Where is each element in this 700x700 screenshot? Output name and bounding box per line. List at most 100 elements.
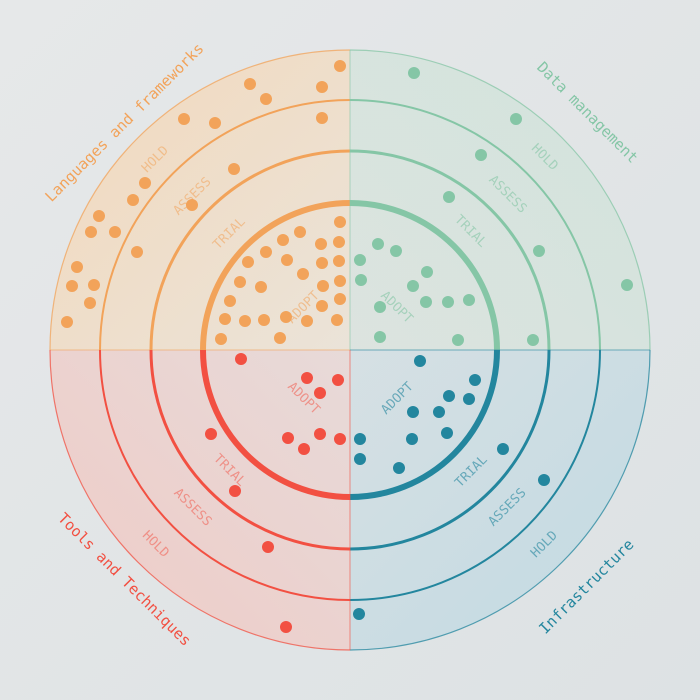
blip-languages[interactable] bbox=[297, 268, 309, 280]
blip-languages[interactable] bbox=[333, 255, 345, 267]
blip-languages[interactable] bbox=[317, 280, 329, 292]
blip-data[interactable] bbox=[443, 191, 455, 203]
blip-data[interactable] bbox=[533, 245, 545, 257]
blip-infrastructure[interactable] bbox=[393, 462, 405, 474]
blip-data[interactable] bbox=[390, 245, 402, 257]
quadrant-bg-infrastructure bbox=[350, 350, 650, 650]
blip-languages[interactable] bbox=[316, 81, 328, 93]
blip-infrastructure[interactable] bbox=[414, 355, 426, 367]
blip-languages[interactable] bbox=[255, 281, 267, 293]
blip-infrastructure[interactable] bbox=[354, 433, 366, 445]
blip-tools[interactable] bbox=[301, 372, 313, 384]
blip-languages[interactable] bbox=[244, 78, 256, 90]
blip-infrastructure[interactable] bbox=[406, 433, 418, 445]
blip-data[interactable] bbox=[527, 334, 539, 346]
blips-data bbox=[354, 67, 633, 346]
ring-arc-assess-tools bbox=[99, 349, 351, 601]
blip-languages[interactable] bbox=[260, 93, 272, 105]
ring-arc-hold-infrastructure bbox=[349, 349, 651, 651]
blip-languages[interactable] bbox=[334, 275, 346, 287]
blip-languages[interactable] bbox=[139, 177, 151, 189]
blip-languages[interactable] bbox=[316, 257, 328, 269]
blip-languages[interactable] bbox=[334, 216, 346, 228]
blip-languages[interactable] bbox=[84, 297, 96, 309]
blip-languages[interactable] bbox=[186, 199, 198, 211]
blip-tools[interactable] bbox=[334, 433, 346, 445]
blip-languages[interactable] bbox=[178, 113, 190, 125]
blip-data[interactable] bbox=[442, 296, 454, 308]
blip-languages[interactable] bbox=[334, 293, 346, 305]
blip-languages[interactable] bbox=[85, 226, 97, 238]
blip-data[interactable] bbox=[421, 266, 433, 278]
blip-languages[interactable] bbox=[242, 256, 254, 268]
blip-tools[interactable] bbox=[282, 432, 294, 444]
blip-data[interactable] bbox=[355, 274, 367, 286]
blip-languages[interactable] bbox=[219, 313, 231, 325]
blip-languages[interactable] bbox=[228, 163, 240, 175]
blip-data[interactable] bbox=[475, 149, 487, 161]
blip-languages[interactable] bbox=[239, 315, 251, 327]
blip-infrastructure[interactable] bbox=[497, 443, 509, 455]
blip-infrastructure[interactable] bbox=[463, 393, 475, 405]
blip-languages[interactable] bbox=[127, 194, 139, 206]
blip-languages[interactable] bbox=[331, 314, 343, 326]
blip-languages[interactable] bbox=[234, 276, 246, 288]
blip-infrastructure[interactable] bbox=[354, 453, 366, 465]
blip-data[interactable] bbox=[510, 113, 522, 125]
blip-data[interactable] bbox=[463, 294, 475, 306]
blip-data[interactable] bbox=[420, 296, 432, 308]
blip-data[interactable] bbox=[374, 301, 386, 313]
blip-languages[interactable] bbox=[301, 315, 313, 327]
ring-arc-assess-data bbox=[349, 99, 601, 351]
blip-languages[interactable] bbox=[334, 60, 346, 72]
blips-infrastructure bbox=[353, 355, 550, 620]
blip-infrastructure[interactable] bbox=[443, 390, 455, 402]
blip-languages[interactable] bbox=[280, 311, 292, 323]
blip-data[interactable] bbox=[374, 331, 386, 343]
quadrant-bg-languages bbox=[50, 50, 350, 350]
blip-data[interactable] bbox=[354, 254, 366, 266]
blip-tools[interactable] bbox=[229, 485, 241, 497]
blip-languages[interactable] bbox=[258, 314, 270, 326]
blip-languages[interactable] bbox=[333, 236, 345, 248]
blip-infrastructure[interactable] bbox=[353, 608, 365, 620]
blip-tools[interactable] bbox=[314, 428, 326, 440]
blip-tools[interactable] bbox=[332, 374, 344, 386]
blip-languages[interactable] bbox=[316, 300, 328, 312]
blip-data[interactable] bbox=[452, 334, 464, 346]
blip-tools[interactable] bbox=[280, 621, 292, 633]
blip-languages[interactable] bbox=[260, 246, 272, 258]
ring-arc-assess-infrastructure bbox=[349, 349, 601, 601]
blip-languages[interactable] bbox=[71, 261, 83, 273]
blip-languages[interactable] bbox=[131, 246, 143, 258]
blip-infrastructure[interactable] bbox=[538, 474, 550, 486]
blip-data[interactable] bbox=[372, 238, 384, 250]
blip-tools[interactable] bbox=[205, 428, 217, 440]
blip-tools[interactable] bbox=[298, 443, 310, 455]
blip-languages[interactable] bbox=[224, 295, 236, 307]
blip-infrastructure[interactable] bbox=[441, 427, 453, 439]
blip-languages[interactable] bbox=[294, 226, 306, 238]
blip-languages[interactable] bbox=[209, 117, 221, 129]
blip-data[interactable] bbox=[407, 280, 419, 292]
blip-languages[interactable] bbox=[215, 333, 227, 345]
blip-languages[interactable] bbox=[109, 226, 121, 238]
blip-infrastructure[interactable] bbox=[433, 406, 445, 418]
blip-languages[interactable] bbox=[88, 279, 100, 291]
blip-infrastructure[interactable] bbox=[469, 374, 481, 386]
blip-languages[interactable] bbox=[315, 238, 327, 250]
blip-data[interactable] bbox=[621, 279, 633, 291]
blip-infrastructure[interactable] bbox=[407, 406, 419, 418]
blip-languages[interactable] bbox=[281, 254, 293, 266]
blip-tools[interactable] bbox=[235, 353, 247, 365]
blip-languages[interactable] bbox=[316, 112, 328, 124]
blip-languages[interactable] bbox=[66, 280, 78, 292]
blip-languages[interactable] bbox=[274, 332, 286, 344]
blip-languages[interactable] bbox=[93, 210, 105, 222]
blip-tools[interactable] bbox=[262, 541, 274, 553]
blip-languages[interactable] bbox=[61, 316, 73, 328]
blip-data[interactable] bbox=[408, 67, 420, 79]
ring-arc-trial-data bbox=[349, 149, 551, 351]
blip-tools[interactable] bbox=[314, 387, 326, 399]
blip-languages[interactable] bbox=[277, 234, 289, 246]
